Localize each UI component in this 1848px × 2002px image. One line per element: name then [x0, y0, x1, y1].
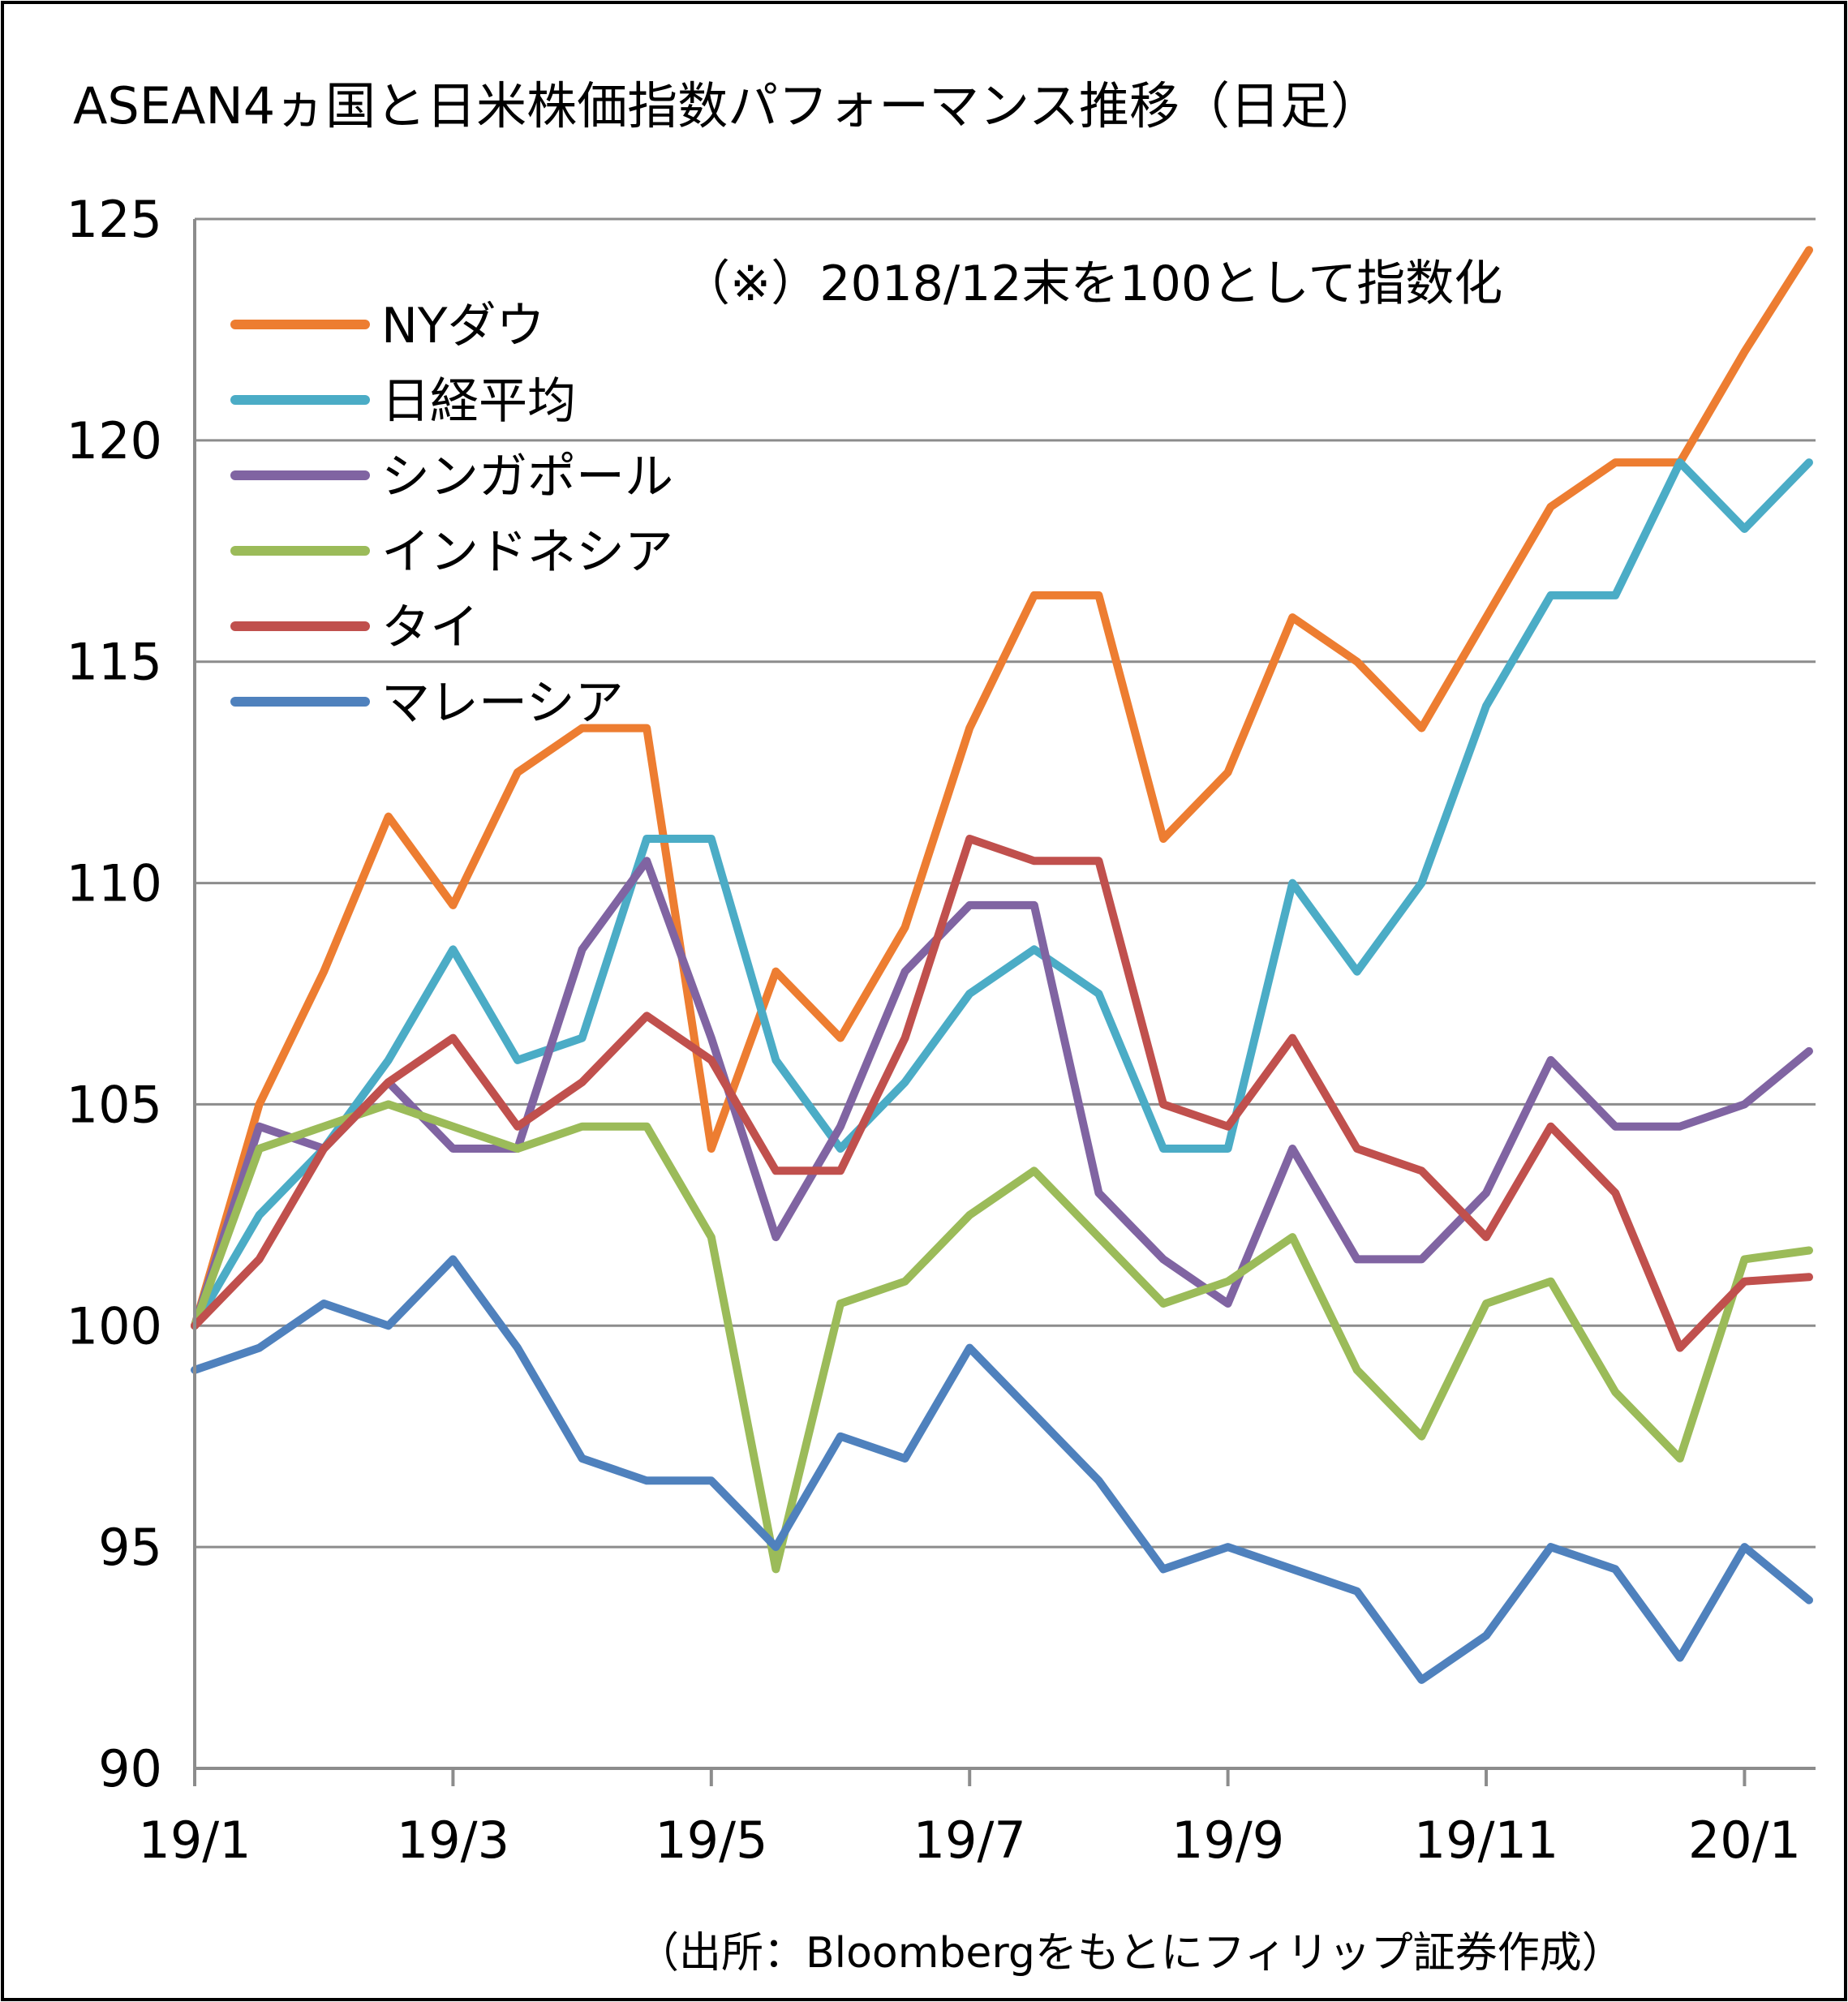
legend-label: インドネシア [381, 524, 673, 581]
series-line [191, 246, 1813, 1330]
legend-label: NYダウ [381, 298, 545, 354]
series-line [191, 458, 1813, 1330]
x-tick-label: 19/7 [913, 1811, 1026, 1870]
y-tick-label: 125 [67, 190, 162, 249]
y-tick-label: 120 [67, 411, 162, 470]
y-tick-label: 95 [98, 1518, 162, 1577]
series-line [191, 1100, 1813, 1574]
legend-label: シンガポール [381, 449, 673, 505]
x-axis: 19/1 19/3 19/5 19/7 19/9 19/11 20/1 [138, 1767, 1816, 1870]
legend-label: 日経平均 [381, 373, 576, 430]
series-line [191, 835, 1813, 1352]
y-tick-label: 100 [67, 1296, 162, 1355]
chart-note: （※）2018/12末を100として指数化 [681, 256, 1502, 312]
plot-area [191, 246, 1813, 1684]
legend-label: マレーシア [381, 675, 624, 732]
y-axis: 90 95 100 105 110 115 120 125 [67, 190, 196, 1798]
legend-label: タイ [381, 599, 479, 656]
y-tick-label: 115 [67, 633, 162, 692]
chart-source: （出所：Bloombergをもとにフィリップ証券作成） [637, 1929, 1624, 1978]
x-tick-label: 20/1 [1688, 1811, 1801, 1870]
x-tick-label: 19/3 [397, 1811, 509, 1870]
y-tick-label: 105 [67, 1075, 162, 1134]
y-tick-label: 110 [67, 854, 162, 913]
chart-title: ASEAN4ヵ国と日米株価指数パフォーマンス推移（日足） [73, 76, 1381, 135]
series-line [191, 857, 1813, 1330]
x-tick-label: 19/11 [1414, 1811, 1559, 1870]
y-tick-label: 90 [98, 1739, 162, 1798]
x-tick-label: 19/9 [1171, 1811, 1284, 1870]
series-line [191, 1255, 1813, 1684]
x-tick-label: 19/1 [138, 1811, 251, 1870]
x-tick-label: 19/5 [655, 1811, 767, 1870]
